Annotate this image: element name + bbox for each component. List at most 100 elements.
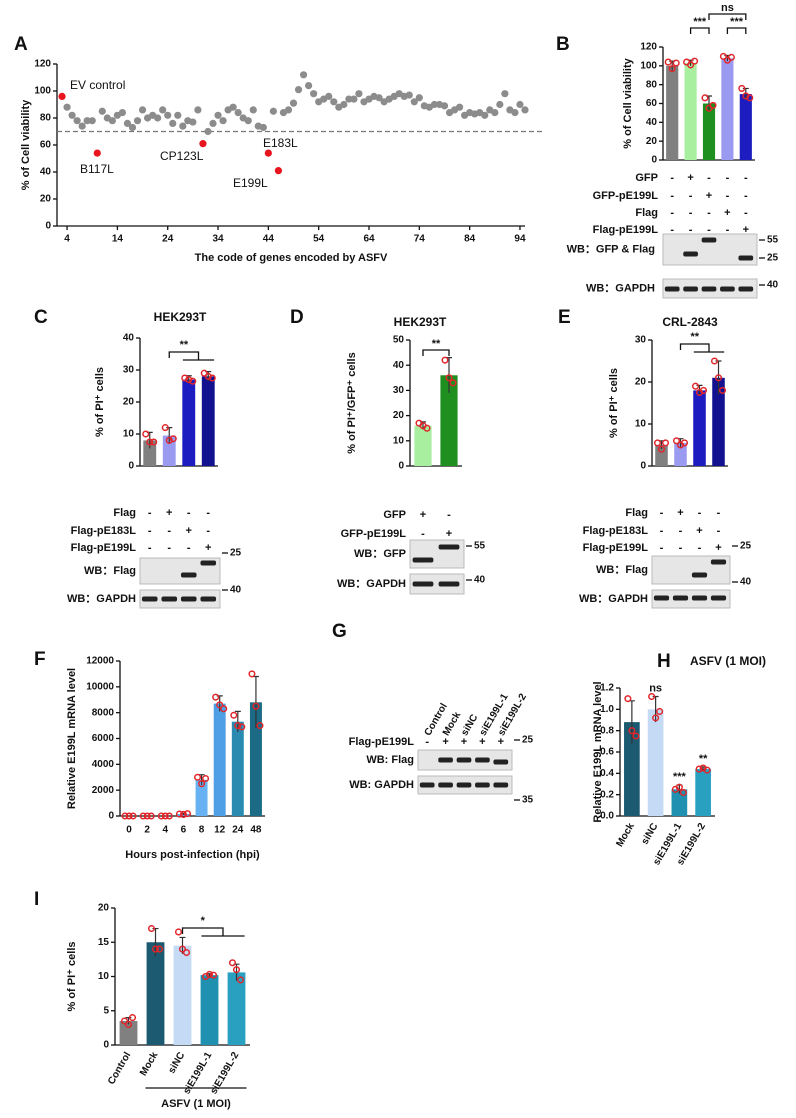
treatment-sign: - <box>187 507 191 519</box>
blot-label: WB：GAPDH <box>337 578 406 590</box>
significance: * <box>201 915 206 927</box>
replicate-point <box>691 57 699 65</box>
treatment-sign: - <box>726 190 730 202</box>
replicate-point <box>701 94 709 102</box>
data-point <box>199 140 207 148</box>
marker-label: 25 <box>767 253 779 264</box>
y-tick-label: 0 <box>108 811 114 822</box>
blot-band <box>493 759 509 765</box>
y-axis-label: % of PI⁺/GFP⁺ cells <box>346 352 358 453</box>
blot-band <box>180 596 197 602</box>
replicate-point <box>182 948 191 957</box>
marker-label: 35 <box>522 795 534 806</box>
replicate-point <box>232 966 241 974</box>
data-point <box>415 94 423 102</box>
replicate-point <box>691 382 700 390</box>
x-tick-label: 84 <box>464 234 476 245</box>
y-tick-label: 20 <box>393 410 405 421</box>
point-label: CP123L <box>160 149 204 163</box>
replicate-point <box>449 379 457 387</box>
blot-band <box>691 595 708 601</box>
treatment-sign: - <box>717 507 721 519</box>
replicate-point <box>178 945 187 953</box>
data-point <box>410 98 418 106</box>
x-tick-label: 4 <box>64 234 70 245</box>
replicate-point <box>142 430 150 438</box>
replicate-point <box>185 376 193 384</box>
x-tick-label: 14 <box>112 234 124 245</box>
replicate-point <box>445 374 453 382</box>
treatment-sign: - <box>447 509 451 521</box>
replicate-point <box>157 812 165 820</box>
blot-band <box>200 596 217 602</box>
replicate-point <box>124 1020 133 1028</box>
panel-letter: H <box>657 651 671 672</box>
replicate-point <box>236 976 245 984</box>
blot-label: WB：Flag <box>596 564 648 576</box>
data-point <box>274 167 283 175</box>
treatment-sign: + <box>696 525 702 537</box>
x-tick-label: 44 <box>263 234 275 245</box>
bar <box>146 942 165 1045</box>
replicate-point <box>664 58 672 66</box>
replicate-point <box>699 386 708 394</box>
data-point <box>179 122 187 130</box>
replicate-point <box>746 94 754 102</box>
replicate-point <box>198 780 206 788</box>
blot-label: WB: GAPDH <box>349 779 414 791</box>
bar <box>684 63 697 161</box>
replicate-point <box>228 959 237 967</box>
significance-bracket <box>679 343 725 353</box>
replicate-point <box>680 439 689 447</box>
y-tick-label: 40 <box>646 117 658 128</box>
data-point <box>78 122 86 130</box>
y-tick-label: 20 <box>635 377 647 388</box>
blot-band <box>180 572 197 578</box>
treatment-sign: - <box>744 172 748 184</box>
replicate-point <box>165 436 173 444</box>
replicate-point <box>151 945 160 953</box>
blot-label: WB：GAPDH <box>579 593 648 605</box>
replicate-point <box>161 424 169 432</box>
treatment-sign: - <box>670 207 674 219</box>
x-tick-label: 24 <box>232 825 244 836</box>
bar <box>440 375 458 466</box>
blot-band <box>710 595 727 601</box>
bar <box>712 377 725 466</box>
bar <box>162 435 176 466</box>
data-point <box>516 100 524 109</box>
bar <box>702 103 716 160</box>
treatment-sign: - <box>707 207 711 219</box>
replicate-point <box>661 439 670 447</box>
treatment-sign: - <box>744 207 748 219</box>
data-point <box>169 119 177 127</box>
blot-band <box>456 782 472 788</box>
point-label: EV control <box>70 78 125 92</box>
bar <box>674 442 687 466</box>
treatment-sign: - <box>679 542 683 554</box>
blot-band <box>691 572 708 578</box>
data-point <box>325 92 333 100</box>
treatment-sign: + <box>461 736 467 748</box>
replicate-point <box>738 84 746 92</box>
blot-band <box>475 782 490 788</box>
y-tick-label: 4000 <box>92 759 115 770</box>
replicate-point <box>718 386 727 394</box>
replicate-point <box>441 356 449 364</box>
treatment-sign: - <box>698 542 702 554</box>
data-point <box>244 117 252 125</box>
y-tick-label: 0.0 <box>600 811 614 822</box>
x-tick-label: 94 <box>514 234 526 245</box>
x-tick-label: 6 <box>181 825 187 836</box>
treatment-sign: - <box>689 207 693 219</box>
treatment-label: GFP-pE199L <box>341 528 407 540</box>
replicate-point <box>727 53 735 61</box>
data-point <box>219 117 227 125</box>
data-point <box>58 92 66 100</box>
marker-label: 40 <box>740 577 752 588</box>
data-point <box>259 123 267 132</box>
data-point <box>355 90 363 98</box>
y-axis-label: % of PI⁺ cells <box>608 368 620 438</box>
data-point <box>299 71 308 79</box>
